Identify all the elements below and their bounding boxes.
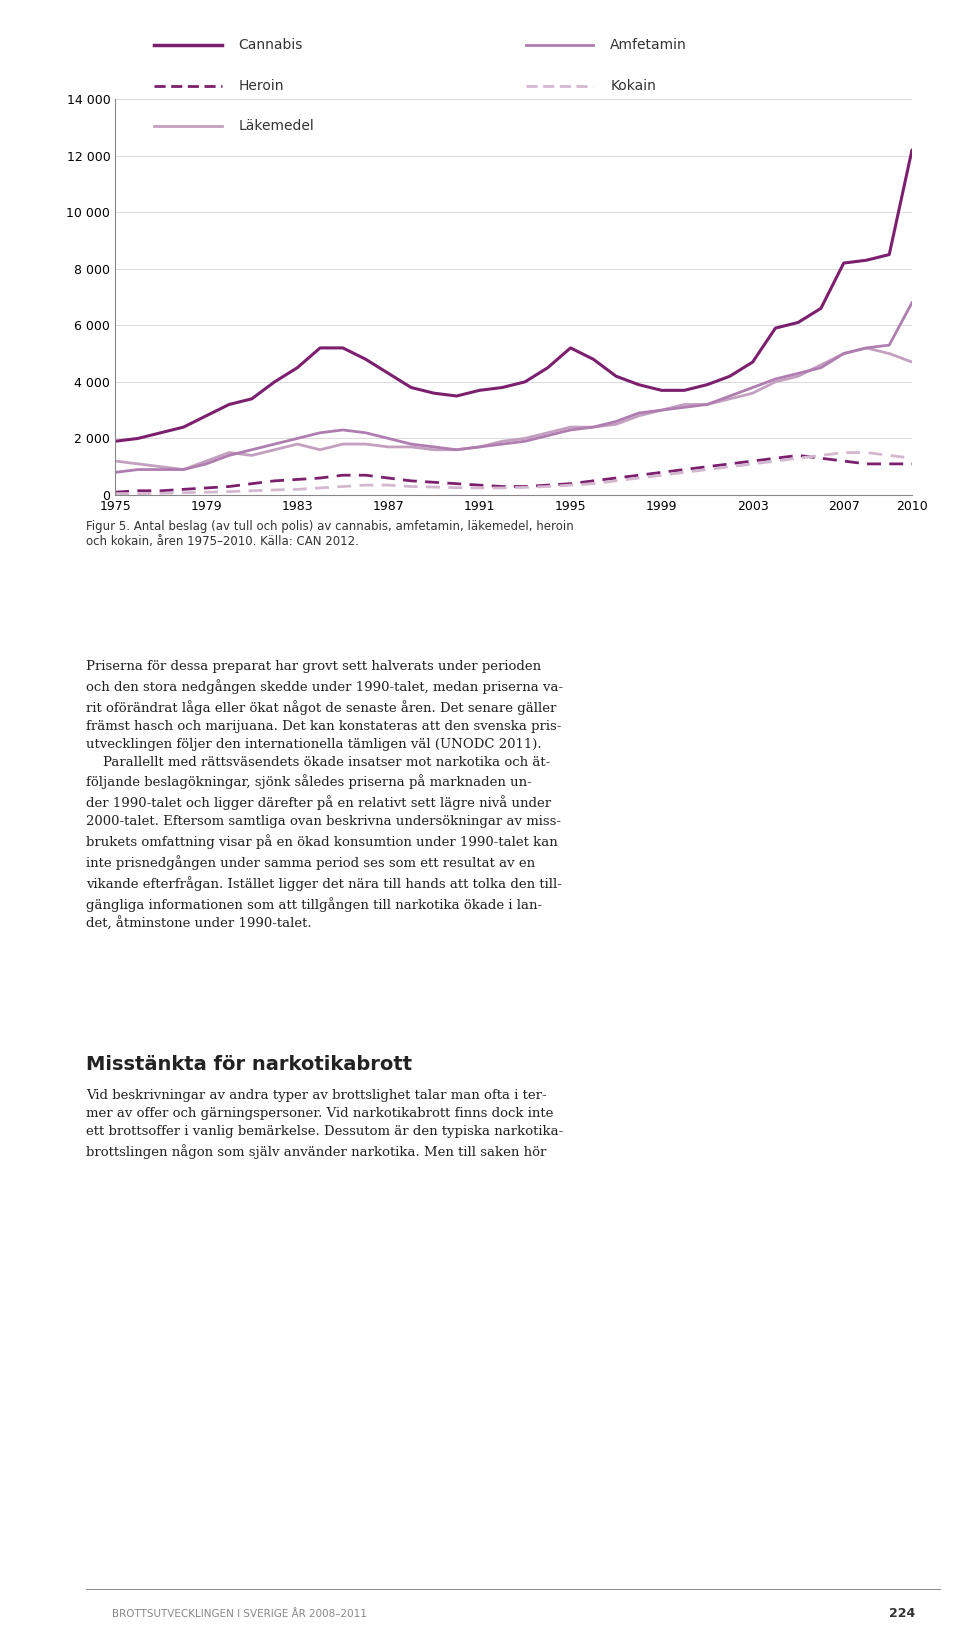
Text: Cannabis: Cannabis	[238, 38, 302, 53]
Text: Vid beskrivningar av andra typer av brottslighet talar man ofta i ter-
mer av of: Vid beskrivningar av andra typer av brot…	[86, 1089, 564, 1158]
Text: Heroin: Heroin	[238, 79, 284, 92]
Text: Misstänkta för narkotikabrott: Misstänkta för narkotikabrott	[86, 1054, 413, 1074]
Text: BROTTSUTVECKLINGEN I SVERIGE ÅR 2008–2011: BROTTSUTVECKLINGEN I SVERIGE ÅR 2008–201…	[112, 1609, 367, 1619]
Text: Figur 5. Antal beslag (av tull och polis) av cannabis, amfetamin, läkemedel, her: Figur 5. Antal beslag (av tull och polis…	[86, 520, 574, 548]
Text: Narkotikabrott: Narkotikabrott	[17, 751, 36, 899]
Text: Priserna för dessa preparat har grovt sett halverats under perioden
och den stor: Priserna för dessa preparat har grovt se…	[86, 660, 564, 931]
Text: Amfetamin: Amfetamin	[611, 38, 687, 53]
Text: Kokain: Kokain	[611, 79, 656, 92]
Text: 224: 224	[889, 1607, 915, 1620]
Text: Läkemedel: Läkemedel	[238, 119, 314, 134]
